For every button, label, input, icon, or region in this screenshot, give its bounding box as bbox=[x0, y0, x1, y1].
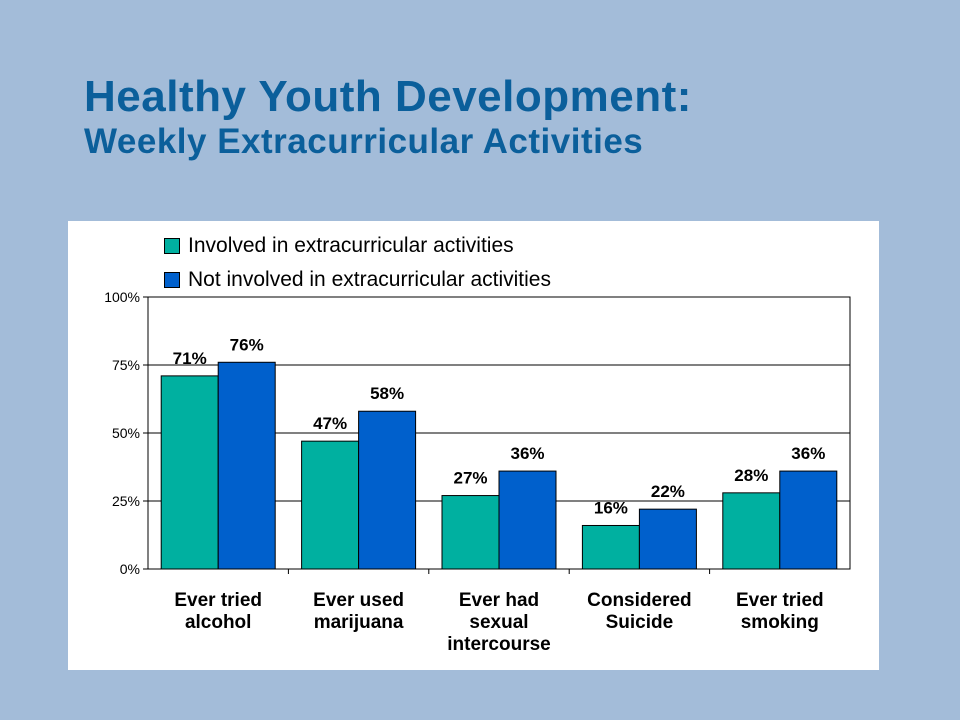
data-label: 47% bbox=[313, 414, 347, 433]
y-tick-label: 100% bbox=[104, 289, 140, 305]
data-label: 16% bbox=[594, 498, 628, 517]
category-label: Ever tried smoking bbox=[736, 590, 824, 633]
bar bbox=[358, 410, 417, 570]
data-label: 36% bbox=[510, 444, 544, 463]
category-label-line: Ever tried bbox=[736, 590, 824, 611]
legend-label-involved: Involved in extracurricular activities bbox=[188, 234, 514, 257]
category-label-line: sexual bbox=[469, 612, 528, 633]
title-block: Healthy Youth Development: Weekly Extrac… bbox=[84, 72, 692, 162]
bar bbox=[160, 375, 219, 570]
data-label: 22% bbox=[651, 482, 685, 501]
category-label-line: intercourse bbox=[447, 634, 550, 655]
data-label: 71% bbox=[173, 349, 207, 368]
bar bbox=[722, 492, 781, 570]
y-tick-label: 75% bbox=[112, 357, 140, 373]
bar bbox=[498, 470, 557, 570]
category-label-line: smoking bbox=[741, 612, 819, 633]
y-tick-label: 50% bbox=[112, 425, 140, 441]
category-label: Ever used marijuana bbox=[313, 590, 404, 633]
category-label: Ever tried alcohol bbox=[174, 590, 262, 633]
data-label: 58% bbox=[370, 384, 404, 403]
chart-panel: Involved in extracurricular activities N… bbox=[68, 221, 879, 670]
data-label: 27% bbox=[453, 469, 487, 488]
bar bbox=[779, 470, 838, 570]
category-label: Ever had sexual intercourse bbox=[447, 590, 550, 655]
slide-title: Healthy Youth Development: bbox=[84, 72, 692, 121]
category-label-line: alcohol bbox=[185, 612, 252, 633]
slide-subtitle: Weekly Extracurricular Activities bbox=[84, 122, 644, 161]
category-label-line: Ever tried bbox=[174, 590, 262, 611]
category-label: Considered Suicide bbox=[587, 590, 692, 633]
category-label-line: Considered bbox=[587, 590, 692, 611]
legend-label-not-involved: Not involved in extracurricular activiti… bbox=[188, 268, 551, 291]
bar bbox=[441, 495, 500, 570]
bar-chart: 0%25%50%75%100%71%76%Ever tried alcohol47… bbox=[104, 289, 851, 655]
chart-legend: Involved in extracurricular activities N… bbox=[164, 229, 551, 297]
legend-item-involved: Involved in extracurricular activities bbox=[164, 229, 551, 263]
data-label: 36% bbox=[791, 444, 825, 463]
data-label: 28% bbox=[734, 466, 768, 485]
category-label-line: Suicide bbox=[606, 612, 674, 633]
data-label: 76% bbox=[230, 335, 264, 354]
bar bbox=[301, 440, 360, 570]
category-label-line: Ever had bbox=[459, 590, 539, 611]
bar bbox=[638, 508, 697, 570]
category-label-line: marijuana bbox=[314, 612, 404, 633]
y-tick-label: 0% bbox=[120, 561, 140, 577]
legend-swatch-involved bbox=[164, 238, 180, 254]
legend-swatch-not-involved bbox=[164, 272, 180, 288]
bar bbox=[217, 361, 276, 570]
category-label-line: Ever used bbox=[313, 590, 404, 611]
y-tick-label: 25% bbox=[112, 493, 140, 509]
legend-item-not-involved: Not involved in extracurricular activiti… bbox=[164, 263, 551, 297]
bar bbox=[581, 524, 640, 570]
